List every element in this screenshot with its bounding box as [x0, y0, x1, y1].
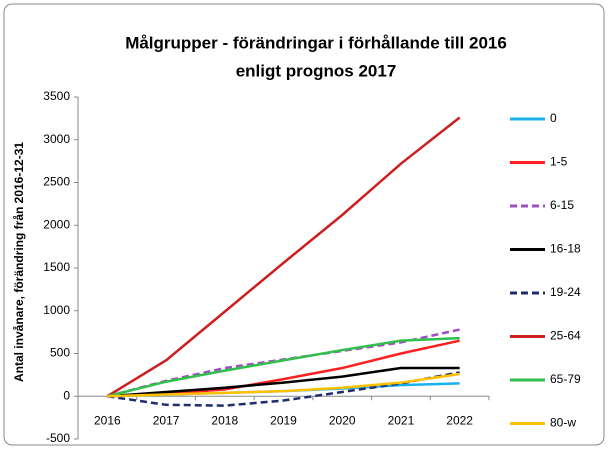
series-line — [107, 372, 460, 398]
x-tick-label: 2020 — [329, 413, 356, 427]
y-axis-label: Antal invånare, förändring från 2016-12-… — [12, 142, 26, 382]
series-line — [106, 116, 461, 398]
x-tick-label: 2018 — [211, 413, 238, 427]
y-tick-label: 1500 — [43, 260, 70, 274]
chart-frame — [3, 3, 605, 446]
series-line — [107, 371, 460, 407]
legend-label: 16-18 — [550, 242, 581, 256]
y-tick-label: 3000 — [43, 132, 70, 146]
chart-title: Målgrupper - förändringar i förhållande … — [125, 33, 507, 52]
x-tick-label: 2017 — [153, 413, 180, 427]
y-tick-label: 1000 — [43, 303, 70, 317]
x-tick-label: 2016 — [94, 413, 121, 427]
chart-title: enligt prognos 2017 — [236, 61, 397, 80]
x-tick-label: 2022 — [446, 413, 473, 427]
x-tick-label: 2019 — [270, 413, 297, 427]
legend-label: 80-w — [550, 416, 576, 430]
legend-label: 25-64 — [550, 329, 581, 343]
y-tick-label: 2500 — [43, 175, 70, 189]
y-tick-label: -500 — [46, 431, 70, 445]
legend-label: 0 — [550, 111, 557, 125]
y-tick-label: 500 — [50, 346, 70, 360]
series-line — [107, 336, 460, 398]
y-tick-label: 3500 — [43, 89, 70, 103]
legend-label: 6-15 — [550, 198, 574, 212]
y-tick-label: 0 — [63, 388, 70, 402]
legend-label: 65-79 — [550, 372, 581, 386]
y-tick-label: 2000 — [43, 217, 70, 231]
legend-label: 1-5 — [550, 155, 568, 169]
series-line — [107, 366, 460, 398]
legend-label: 19-24 — [550, 285, 581, 299]
x-tick-label: 2021 — [388, 413, 415, 427]
